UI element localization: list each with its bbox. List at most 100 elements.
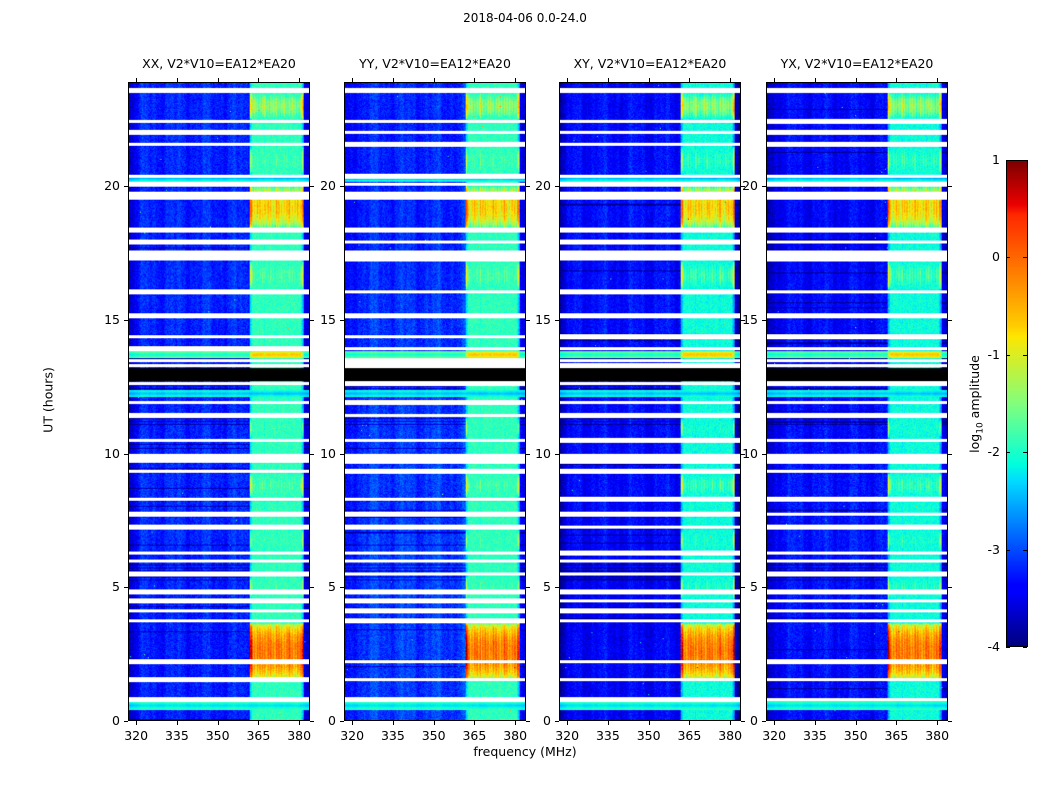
y-tick-mark: [310, 721, 314, 722]
y-tick-mark: [340, 721, 344, 722]
y-axis-label: UT (hours): [40, 367, 56, 433]
colorbar-tick-mark: [1023, 355, 1027, 356]
y-tick-mark: [526, 721, 530, 722]
x-tick-mark: [815, 721, 816, 725]
y-tick-mark: [310, 454, 314, 455]
x-tick-mark: [608, 78, 609, 82]
x-tick-label: 365: [677, 728, 702, 743]
y-tick-mark: [762, 721, 766, 722]
y-tick-mark: [741, 721, 745, 722]
y-tick-label: 15: [104, 311, 120, 327]
y-tick-mark: [526, 320, 530, 321]
y-tick-mark: [124, 721, 128, 722]
x-axis-label: frequency (MHz): [473, 744, 577, 759]
x-tick-mark: [258, 721, 259, 725]
y-tick-mark: [340, 454, 344, 455]
y-tick-label: 0: [750, 713, 758, 728]
x-tick-mark: [218, 78, 219, 82]
y-tick-label: 15: [320, 311, 336, 327]
y-tick-label: 20: [535, 178, 551, 194]
y-tick-label: 5: [112, 579, 120, 595]
spectrum-panel-xx[interactable]: [128, 82, 310, 721]
y-tick-mark: [741, 320, 745, 321]
colorbar-tick-label: -1: [987, 346, 1000, 362]
colorbar-tick-mark: [1006, 452, 1010, 453]
colorbar[interactable]: [1006, 160, 1028, 647]
y-tick-mark: [555, 721, 559, 722]
y-tick-mark: [124, 320, 128, 321]
x-tick-label: 335: [595, 728, 620, 743]
colorbar-tick-mark: [1006, 355, 1010, 356]
colorbar-label-subscript: 10: [975, 422, 986, 434]
y-tick-mark: [948, 454, 952, 455]
y-tick-label: 10: [320, 445, 336, 461]
y-tick-mark: [340, 186, 344, 187]
y-tick-mark: [526, 454, 530, 455]
x-tick-label: 335: [380, 728, 405, 743]
y-tick-mark: [762, 454, 766, 455]
y-tick-label: 0: [112, 713, 120, 728]
y-tick-label: 5: [328, 579, 336, 595]
spectrum-panel-xy[interactable]: [559, 82, 741, 721]
colorbar-tick-mark: [1006, 550, 1010, 551]
dynamic-spectrum-image-yy: [345, 83, 525, 720]
colorbar-tick-label: -2: [987, 444, 1000, 460]
y-tick-label: 20: [742, 178, 758, 194]
x-tick-mark: [136, 721, 137, 725]
panel-title-yy: YY, V2*V10=EA12*EA20: [359, 56, 511, 71]
x-tick-mark: [352, 721, 353, 725]
y-tick-mark: [124, 186, 128, 187]
x-tick-mark: [937, 721, 938, 725]
y-tick-mark: [762, 186, 766, 187]
spectrum-panel-yx[interactable]: [766, 82, 948, 721]
x-tick-mark: [896, 78, 897, 82]
x-tick-label: 380: [287, 728, 312, 743]
x-tick-mark: [177, 721, 178, 725]
x-tick-mark: [474, 78, 475, 82]
y-tick-mark: [762, 587, 766, 588]
x-tick-mark: [896, 721, 897, 725]
y-tick-label: 0: [543, 713, 551, 728]
colorbar-tick-mark: [1023, 550, 1027, 551]
colorbar-label-tail: amplitude: [966, 355, 982, 423]
x-tick-label: 320: [124, 728, 149, 743]
x-tick-mark: [567, 721, 568, 725]
x-tick-label: 380: [925, 728, 950, 743]
x-tick-label: 320: [555, 728, 580, 743]
x-tick-mark: [730, 78, 731, 82]
y-tick-mark: [762, 320, 766, 321]
spectrum-panel-yy[interactable]: [344, 82, 526, 721]
x-tick-label: 350: [636, 728, 661, 743]
x-tick-mark: [258, 78, 259, 82]
x-tick-label: 320: [762, 728, 787, 743]
y-tick-mark: [741, 186, 745, 187]
x-tick-mark: [689, 78, 690, 82]
x-tick-mark: [393, 78, 394, 82]
y-tick-mark: [124, 587, 128, 588]
y-tick-mark: [526, 186, 530, 187]
y-tick-mark: [555, 454, 559, 455]
colorbar-tick-mark: [1006, 647, 1010, 648]
panel-title-xy: XY, V2*V10=EA12*EA20: [573, 56, 727, 71]
x-tick-mark: [689, 721, 690, 725]
x-tick-label: 380: [718, 728, 743, 743]
colorbar-label: log10 amplitude: [967, 355, 986, 453]
x-tick-mark: [649, 721, 650, 725]
colorbar-tick-label: -3: [987, 541, 1000, 557]
y-tick-label: 5: [750, 579, 758, 595]
x-tick-mark: [474, 721, 475, 725]
y-tick-mark: [555, 320, 559, 321]
colorbar-label-text: log: [966, 433, 982, 453]
x-tick-mark: [136, 78, 137, 82]
colorbar-tick-mark: [1023, 647, 1027, 648]
y-tick-mark: [340, 587, 344, 588]
panel-title-xx: XX, V2*V10=EA12*EA20: [142, 56, 296, 71]
panel-title-yx: YX, V2*V10=EA12*EA20: [780, 56, 934, 71]
y-tick-label: 10: [742, 445, 758, 461]
x-tick-mark: [774, 721, 775, 725]
colorbar-tick-mark: [1006, 160, 1010, 161]
x-tick-label: 335: [802, 728, 827, 743]
y-tick-label: 15: [535, 311, 551, 327]
x-tick-mark: [815, 78, 816, 82]
